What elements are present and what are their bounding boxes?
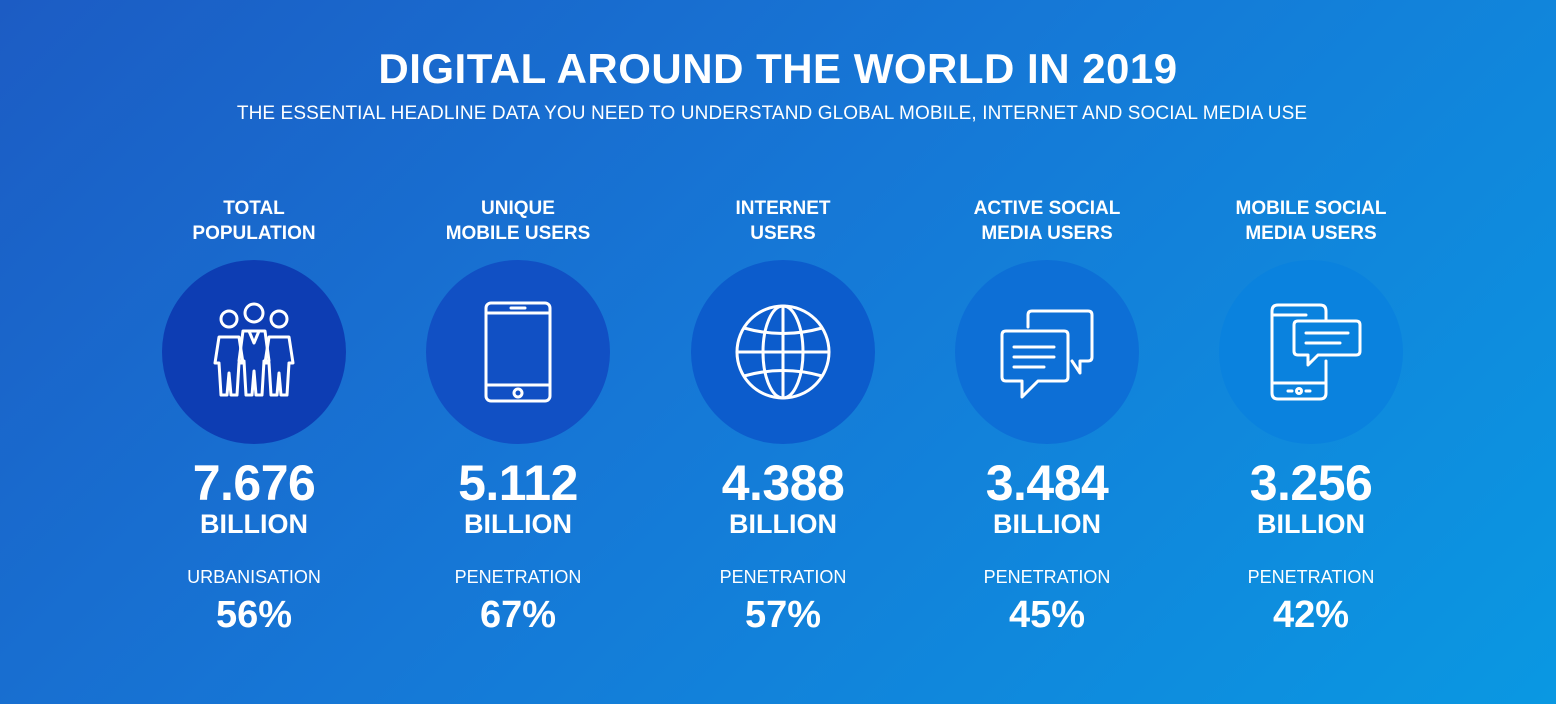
stat-icon-circle bbox=[1219, 260, 1403, 444]
stat-metric-value: 45% bbox=[1008, 594, 1086, 636]
globe-icon bbox=[735, 304, 831, 400]
page-title: DIGITAL AROUND THE WORLD IN 2019 bbox=[378, 45, 1178, 92]
stat-mobile-social-media-users: MOBILE SOCIAL MEDIA USERS 3.256 BILLION … bbox=[1181, 196, 1441, 656]
stat-icon-circle bbox=[955, 260, 1139, 444]
stat-value: 4.388 bbox=[721, 455, 845, 511]
stat-total-population: TOTAL POPULATION 7.676 BILLION URBANISAT… bbox=[124, 196, 384, 656]
mobile-phone-icon bbox=[484, 301, 552, 403]
stat-metric-label: PENETRATION bbox=[719, 567, 847, 587]
stat-active-social-media-users: ACTIVE SOCIAL MEDIA USERS 3.484 BILLION … bbox=[917, 196, 1177, 656]
stat-label: MOBILE SOCIAL MEDIA USERS bbox=[1235, 198, 1387, 244]
stat-unit: BILLION bbox=[464, 509, 572, 539]
stat-value: 3.484 bbox=[985, 455, 1109, 511]
people-icon bbox=[213, 302, 295, 397]
page-subtitle: THE ESSENTIAL HEADLINE DATA YOU NEED TO … bbox=[236, 103, 1308, 124]
stat-metric-value: 42% bbox=[1272, 594, 1350, 636]
stat-unit: BILLION bbox=[1257, 509, 1365, 539]
stat-unit: BILLION bbox=[729, 509, 837, 539]
stat-value: 7.676 bbox=[192, 455, 316, 511]
stat-icon-circle bbox=[426, 260, 610, 444]
stat-internet-users: INTERNET USERS 4.388 BILLION PENETRATION… bbox=[653, 196, 913, 656]
stat-label: ACTIVE SOCIAL MEDIA USERS bbox=[973, 198, 1121, 244]
stat-metric-value: 56% bbox=[215, 594, 293, 636]
stat-value: 3.256 bbox=[1249, 455, 1373, 511]
stat-metric-value: 57% bbox=[744, 594, 822, 636]
stat-metric-label: PENETRATION bbox=[454, 567, 582, 587]
stat-metric-label: PENETRATION bbox=[983, 567, 1111, 587]
chat-bubbles-icon bbox=[1000, 309, 1094, 399]
stat-metric-label: URBANISATION bbox=[187, 567, 321, 587]
stat-metric-value: 67% bbox=[479, 594, 557, 636]
stat-icon-circle bbox=[691, 260, 875, 444]
stat-label: UNIQUE MOBILE USERS bbox=[445, 198, 591, 244]
stat-label: TOTAL POPULATION bbox=[192, 198, 316, 244]
mobile-chat-icon bbox=[1270, 303, 1362, 401]
stat-unique-mobile-users: UNIQUE MOBILE USERS 5.112 BILLION PENETR… bbox=[388, 196, 648, 656]
stat-icon-circle bbox=[162, 260, 346, 444]
stat-metric-label: PENETRATION bbox=[1247, 567, 1375, 587]
stat-unit: BILLION bbox=[200, 509, 308, 539]
stat-unit: BILLION bbox=[993, 509, 1101, 539]
stat-label: INTERNET USERS bbox=[735, 198, 831, 244]
stat-value: 5.112 bbox=[458, 455, 578, 511]
